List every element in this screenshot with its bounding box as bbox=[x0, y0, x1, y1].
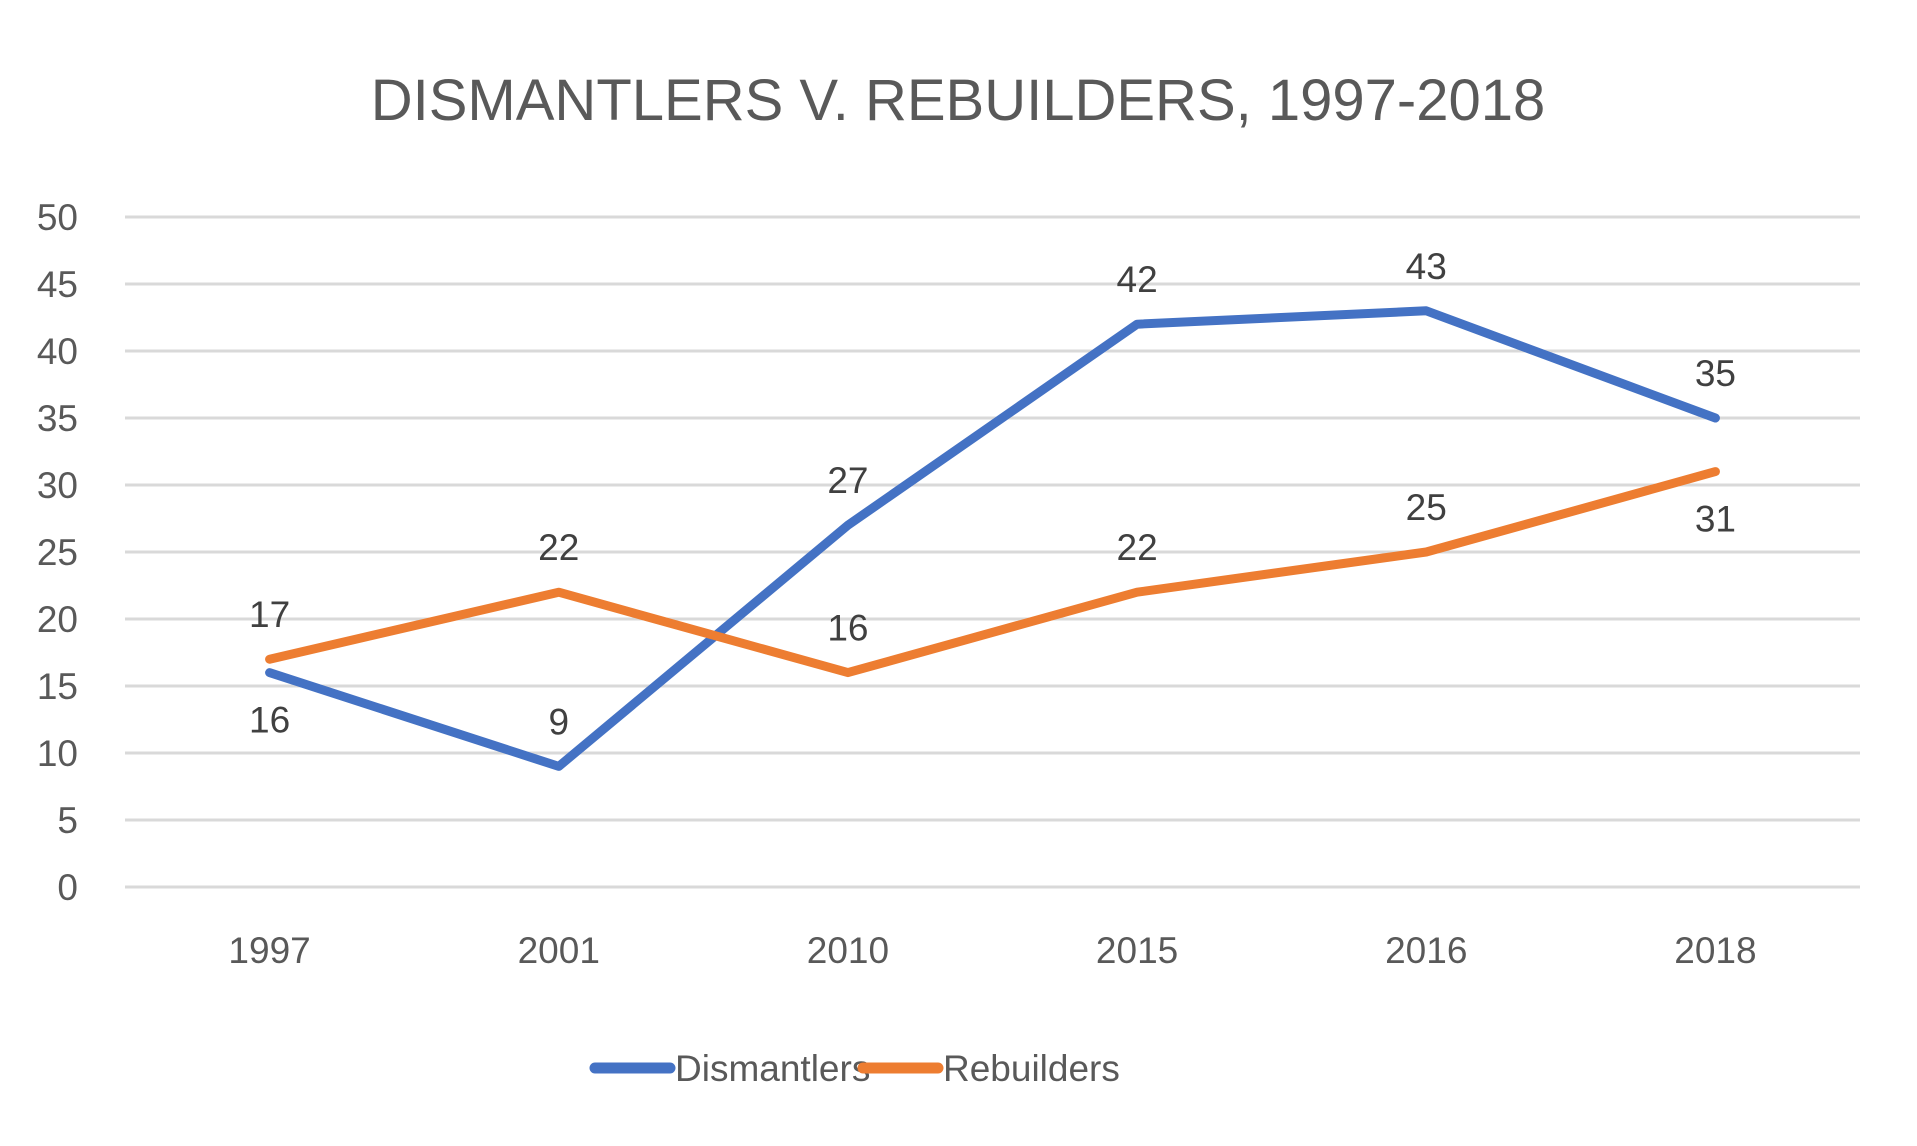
y-tick-label: 5 bbox=[57, 800, 78, 841]
legend-label-dismantlers: Dismantlers bbox=[675, 1048, 870, 1089]
y-tick-label: 10 bbox=[37, 733, 78, 774]
y-tick-label: 0 bbox=[57, 867, 78, 908]
y-tick-label: 35 bbox=[37, 398, 78, 439]
x-tick-label: 2010 bbox=[807, 930, 889, 971]
x-axis-ticks: 1997 2001 2010 2015 2016 2018 bbox=[228, 930, 1756, 971]
x-tick-label: 2015 bbox=[1096, 930, 1178, 971]
y-tick-label: 40 bbox=[37, 331, 78, 372]
y-axis-ticks: 0 5 10 15 20 25 30 35 40 45 50 bbox=[37, 197, 78, 908]
data-label-rebuilders: 22 bbox=[1117, 527, 1158, 568]
x-tick-label: 2001 bbox=[518, 930, 600, 971]
y-tick-label: 50 bbox=[37, 197, 78, 238]
data-label-dismantlers: 43 bbox=[1406, 246, 1447, 287]
gridlines bbox=[125, 215, 1860, 889]
data-labels: 16 9 27 42 43 35 17 22 16 22 25 31 bbox=[249, 246, 1736, 743]
series-line-dismantlers bbox=[265, 306, 1720, 771]
data-label-dismantlers: 35 bbox=[1695, 353, 1736, 394]
x-tick-label: 1997 bbox=[228, 930, 310, 971]
data-label-rebuilders: 17 bbox=[249, 594, 290, 635]
x-tick-label: 2018 bbox=[1674, 930, 1756, 971]
y-tick-label: 25 bbox=[37, 532, 78, 573]
series-line-rebuilders bbox=[265, 467, 1720, 678]
data-label-dismantlers: 27 bbox=[827, 460, 868, 501]
data-label-rebuilders: 22 bbox=[538, 527, 579, 568]
data-label-dismantlers: 16 bbox=[249, 700, 290, 741]
data-label-rebuilders: 16 bbox=[827, 608, 868, 649]
y-tick-label: 15 bbox=[37, 666, 78, 707]
series-lines bbox=[265, 306, 1720, 771]
y-tick-label: 20 bbox=[37, 599, 78, 640]
y-tick-label: 30 bbox=[37, 465, 78, 506]
legend-label-rebuilders: Rebuilders bbox=[943, 1048, 1120, 1089]
chart-title: DISMANTLERS V. REBUILDERS, 1997-2018 bbox=[371, 68, 1545, 133]
data-label-rebuilders: 25 bbox=[1406, 487, 1447, 528]
y-tick-label: 45 bbox=[37, 264, 78, 305]
data-label-dismantlers: 42 bbox=[1117, 259, 1158, 300]
data-label-dismantlers: 9 bbox=[548, 701, 569, 742]
data-label-rebuilders: 31 bbox=[1695, 499, 1736, 540]
x-tick-label: 2016 bbox=[1385, 930, 1467, 971]
legend: Dismantlers Rebuilders bbox=[589, 1048, 1120, 1089]
